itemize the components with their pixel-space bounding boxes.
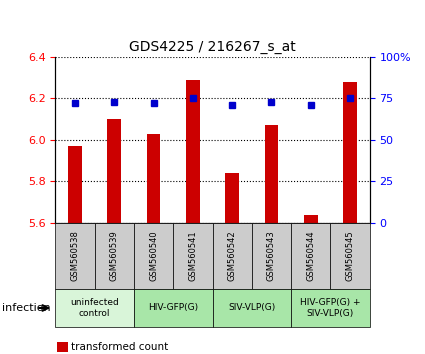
- Text: GSM560543: GSM560543: [267, 230, 276, 281]
- Bar: [134, 289, 212, 327]
- Bar: [173, 223, 212, 289]
- Bar: [55, 223, 94, 289]
- Text: GSM560541: GSM560541: [188, 230, 197, 281]
- Bar: [291, 223, 331, 289]
- Bar: [108, 119, 121, 223]
- Bar: [252, 223, 291, 289]
- Bar: [225, 173, 239, 223]
- Bar: [291, 289, 370, 327]
- Bar: [68, 146, 82, 223]
- Text: GSM560540: GSM560540: [149, 230, 158, 281]
- Bar: [134, 223, 173, 289]
- Text: transformed count: transformed count: [71, 342, 168, 352]
- Bar: [186, 80, 200, 223]
- Text: HIV-GFP(G): HIV-GFP(G): [148, 303, 198, 313]
- Bar: [331, 223, 370, 289]
- Text: HIV-GFP(G) +
SIV-VLP(G): HIV-GFP(G) + SIV-VLP(G): [300, 298, 361, 318]
- Text: uninfected
control: uninfected control: [70, 298, 119, 318]
- Bar: [343, 81, 357, 223]
- Text: infection: infection: [2, 303, 51, 313]
- Bar: [212, 223, 252, 289]
- Bar: [265, 125, 278, 223]
- Text: GSM560545: GSM560545: [346, 230, 354, 281]
- Bar: [304, 215, 317, 223]
- Bar: [55, 289, 134, 327]
- Title: GDS4225 / 216267_s_at: GDS4225 / 216267_s_at: [129, 40, 296, 54]
- Text: GSM560539: GSM560539: [110, 230, 119, 281]
- Bar: [94, 223, 134, 289]
- Text: GSM560538: GSM560538: [71, 230, 79, 281]
- Text: GSM560544: GSM560544: [306, 230, 315, 281]
- Text: SIV-VLP(G): SIV-VLP(G): [228, 303, 275, 313]
- Text: GSM560542: GSM560542: [228, 230, 237, 281]
- Bar: [212, 289, 291, 327]
- Bar: [147, 133, 160, 223]
